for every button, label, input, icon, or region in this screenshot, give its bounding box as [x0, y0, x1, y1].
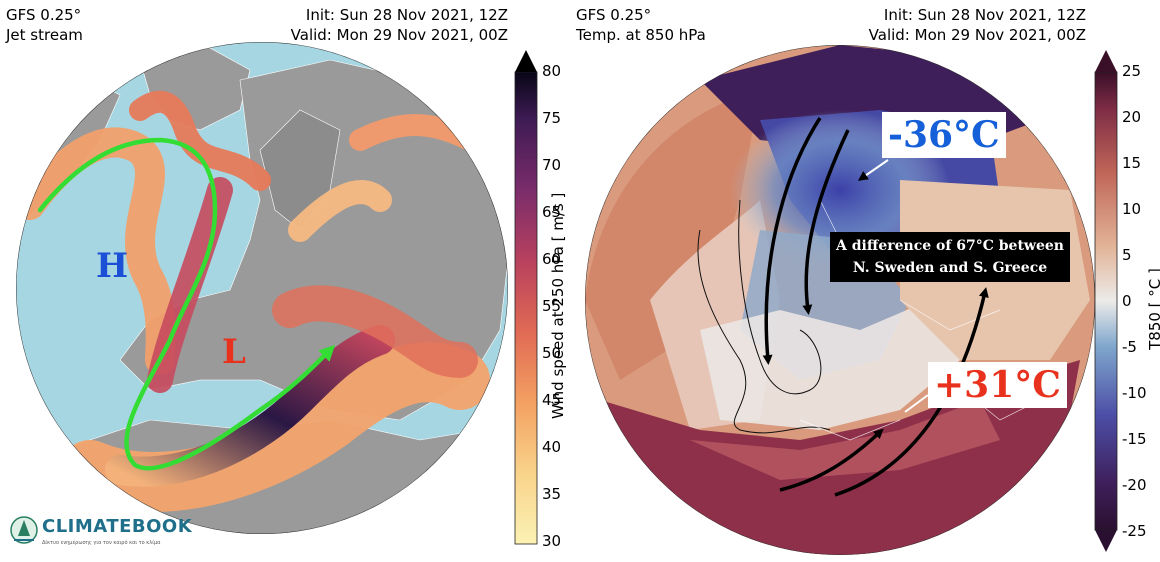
cold-pointer — [857, 159, 889, 181]
climatebook-logo-name: CLIMATEBOOK — [42, 516, 193, 537]
wind-tick-45: 45 — [542, 391, 562, 409]
wind-tick-40: 40 — [542, 438, 562, 456]
temp-warm-west — [585, 90, 760, 380]
jet-band-east — [288, 180, 392, 242]
left-init-label: Init: Sun 28 Nov 2021, 12Z — [305, 6, 508, 24]
warm-temp-label: +31°C — [928, 362, 1067, 408]
temperature-globe — [585, 45, 1095, 555]
temp-tick-minus15: -15 — [1122, 430, 1147, 448]
temp-colorbar-bar — [1094, 71, 1118, 531]
temp-tick-10: 10 — [1122, 200, 1142, 218]
coastline-europe — [697, 229, 831, 434]
wind-colorbar — [514, 50, 538, 545]
temp-tick-minus10: -10 — [1122, 384, 1147, 402]
cold-arrow-2 — [802, 129, 850, 315]
right-init-label: Init: Sun 28 Nov 2021, 12Z — [883, 6, 1086, 24]
temp-tick-0: 0 — [1122, 292, 1132, 310]
wind-tick-35: 35 — [542, 485, 562, 503]
wind-colorbar-label: Wind speed at 250 hPa [ m/s ] — [549, 192, 567, 419]
coastline-scandinavia — [738, 199, 822, 395]
temp-colorbar-extend-top — [1095, 50, 1117, 72]
temp-tick-20: 20 — [1122, 108, 1142, 126]
difference-annotation: A difference of 67°C between N. Sweden a… — [830, 232, 1070, 282]
cold-temp-label: -36°C — [882, 112, 1006, 158]
annotation-line-1: A difference of 67°C between — [836, 238, 1064, 254]
wind-tick-65: 65 — [542, 203, 562, 221]
wind-tick-70: 70 — [542, 156, 562, 174]
wind-colorbar-bar — [514, 71, 538, 545]
high-pressure-label: H — [96, 246, 129, 286]
temp-tick-25: 25 — [1122, 62, 1142, 80]
jet-trajectory-line — [37, 137, 336, 471]
climatebook-logo-mark — [10, 516, 38, 544]
temp-colorbar-extend-bottom — [1095, 530, 1117, 552]
temp-colorbar-ticks: 25 20 15 10 5 0 -5 -10 -15 -20 -25 — [1122, 62, 1158, 552]
annotation-line-2: N. Sweden and S. Greece — [852, 260, 1048, 276]
right-field-label: Temp. at 850 hPa — [576, 26, 706, 44]
temp-tick-15: 15 — [1122, 154, 1142, 172]
climatebook-logo-tagline: Δίκτυο ενημέρωσης για τον καιρό και το κ… — [42, 540, 161, 546]
wind-tick-75: 75 — [542, 109, 562, 127]
wind-tick-55: 55 — [542, 297, 562, 315]
temp-hot-band — [690, 400, 1000, 480]
wind-tick-30: 30 — [542, 532, 562, 550]
jet-band-north — [129, 90, 271, 191]
wind-tick-60: 60 — [542, 250, 562, 268]
temp-tick-minus5: -5 — [1122, 338, 1137, 356]
temp-tick-minus20: -20 — [1122, 476, 1147, 494]
temp-tick-5: 5 — [1122, 246, 1132, 264]
warm-pointer — [904, 394, 929, 413]
low-pressure-label: L — [222, 332, 246, 372]
jet-band-south-body — [272, 285, 478, 378]
jet-band-south-core — [105, 325, 395, 487]
jet-band-west — [16, 127, 176, 375]
left-model-label: GFS 0.25° — [6, 6, 82, 24]
cold-arrow-1 — [762, 117, 822, 365]
left-valid-label: Valid: Mon 29 Nov 2021, 00Z — [290, 26, 508, 44]
jet-stream-globe — [16, 42, 508, 534]
temp-colorbar — [1094, 50, 1118, 552]
jet-band-central — [147, 177, 233, 393]
warm-arrow-2 — [834, 287, 989, 497]
temp-colorbar-label: T850 [ °C ] — [1146, 268, 1160, 350]
right-valid-label: Valid: Mon 29 Nov 2021, 00Z — [868, 26, 1086, 44]
wind-tick-50: 50 — [542, 344, 562, 362]
wind-tick-80: 80 — [542, 62, 562, 80]
warm-arrow-1 — [779, 428, 884, 492]
right-model-label: GFS 0.25° — [576, 6, 652, 24]
left-field-label: Jet stream — [6, 26, 83, 44]
wind-colorbar-extend-top — [515, 50, 537, 72]
wind-colorbar-ticks: 80 75 70 65 60 55 50 45 40 35 30 — [542, 62, 582, 552]
temp-tick-minus25: -25 — [1122, 522, 1147, 540]
